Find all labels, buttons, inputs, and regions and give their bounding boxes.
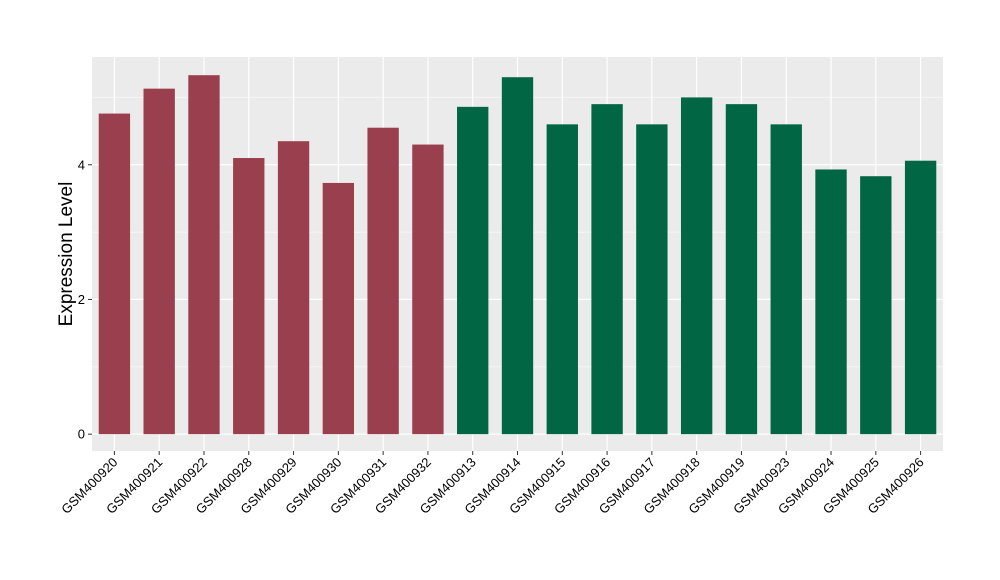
- bar-GSM400920: [98, 113, 131, 435]
- bar-GSM400932: [412, 144, 444, 435]
- bars: [98, 75, 937, 435]
- bar-GSM400922: [188, 75, 220, 435]
- bar-GSM400924: [815, 169, 847, 435]
- bar-GSM400921: [143, 88, 175, 435]
- y-axis-title: Expression Level: [56, 182, 77, 327]
- bar-GSM400923: [770, 124, 802, 435]
- bar-GSM400925: [860, 176, 892, 435]
- bar-GSM400918: [680, 97, 713, 435]
- bar-GSM400930: [322, 182, 355, 435]
- bar-GSM400917: [636, 124, 668, 435]
- bar-GSM400916: [591, 104, 623, 435]
- bar-GSM400919: [725, 104, 758, 435]
- bar-GSM400929: [277, 141, 310, 435]
- bar-GSM400914: [501, 77, 534, 435]
- bar-GSM400926: [904, 160, 937, 435]
- y-tick-label: 2: [78, 292, 85, 307]
- y-tick-label: 4: [78, 157, 85, 172]
- bar-GSM400913: [457, 106, 489, 435]
- bar-GSM400931: [367, 127, 399, 435]
- bar-GSM400915: [546, 124, 578, 435]
- y-tick-label: 0: [78, 427, 85, 442]
- bar-GSM400928: [233, 158, 265, 435]
